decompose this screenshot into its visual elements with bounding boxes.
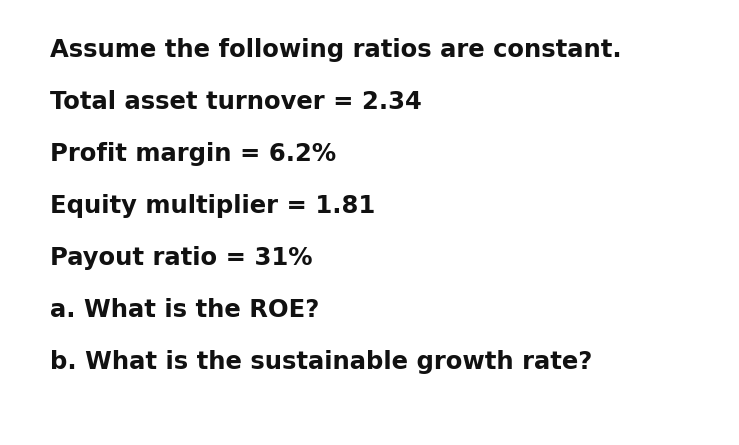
Text: Assume the following ratios are constant.: Assume the following ratios are constant… [50,38,621,62]
Text: Total asset turnover = 2.34: Total asset turnover = 2.34 [50,90,422,114]
Text: Equity multiplier = 1.81: Equity multiplier = 1.81 [50,194,375,218]
Text: a. What is the ROE?: a. What is the ROE? [50,298,319,322]
Text: b. What is the sustainable growth rate?: b. What is the sustainable growth rate? [50,350,593,374]
Text: Payout ratio = 31%: Payout ratio = 31% [50,246,313,270]
Text: Profit margin = 6.2%: Profit margin = 6.2% [50,142,336,166]
